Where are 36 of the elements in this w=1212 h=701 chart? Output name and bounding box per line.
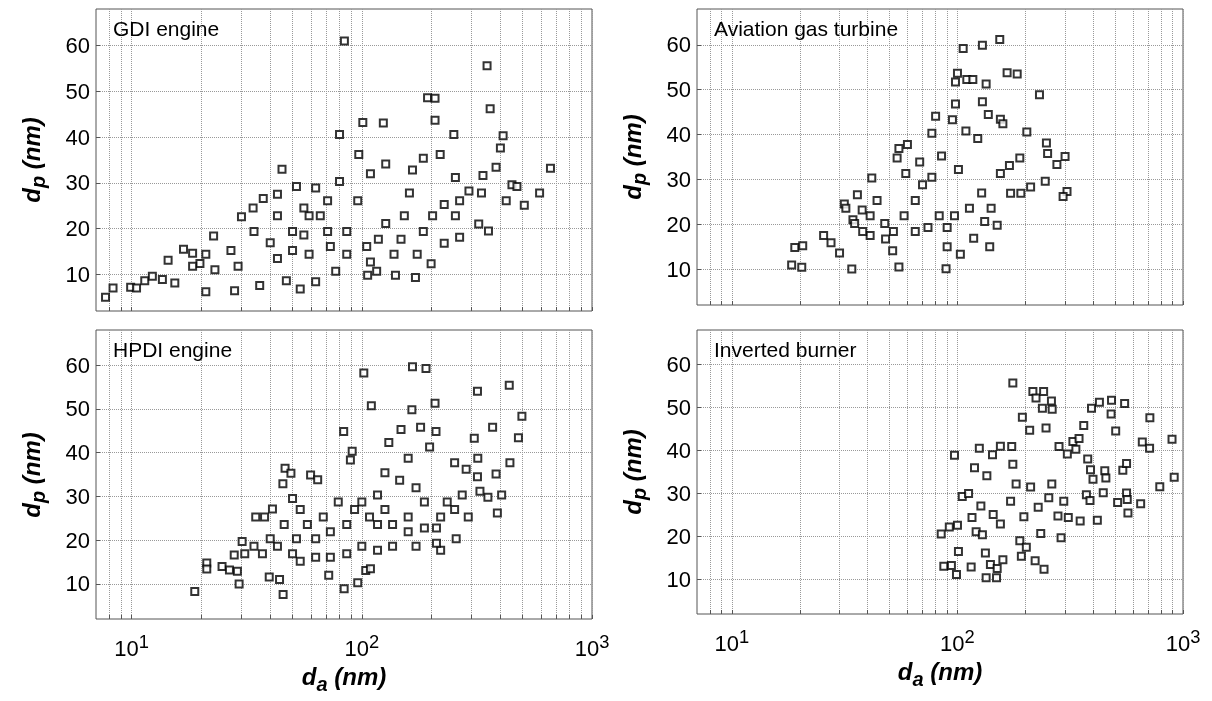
y-tick-label: 30 [666,166,691,192]
y-tick-label: 50 [65,78,90,104]
y-tick-label: 20 [666,524,691,550]
y-tick-label: 50 [666,394,691,420]
y-tick-label: 20 [65,216,90,242]
y-tick-label: 40 [666,437,691,463]
x-axis-title: d$_{a}$ (nm) [897,658,983,690]
y-tick-label: 60 [65,352,90,378]
y-tick-label: 10 [666,567,691,593]
chart-title: GDI engine [113,17,220,40]
y-tick-label: 20 [65,527,90,553]
y-tick-label: 40 [666,122,691,148]
x-tick-label: 10$^{3}$ [574,631,610,662]
y-tick-label: 60 [666,351,691,377]
y-tick-label: 60 [65,33,90,59]
y-tick-label: 10 [666,256,691,282]
y-tick-label: 50 [666,77,691,103]
x-tick-label: 10$^{1}$ [114,631,149,662]
y-tick-label: 10 [65,261,90,287]
x-tick-label: 10$^{1}$ [714,626,750,657]
y-tick-label: 30 [65,170,90,196]
chart-title: Inverted burner [714,338,857,361]
y-tick-label: 60 [666,32,691,58]
y-tick-label: 40 [65,124,90,150]
x-axis-title: d$_{a}$ (nm) [301,663,387,695]
y-tick-label: 40 [65,440,90,466]
y-tick-label: 30 [65,483,90,509]
chart-title: Aviation gas turbine [714,17,899,40]
y-tick-label: 10 [65,571,90,597]
x-tick-label: 10$^{3}$ [1165,626,1201,657]
y-tick-label: 20 [666,211,691,237]
chart-title: HPDI engine [113,338,233,361]
x-tick-label: 10$^{2}$ [344,631,380,662]
y-tick-label: 30 [666,481,691,507]
x-tick-label: 10$^{2}$ [940,626,975,657]
y-tick-label: 50 [65,396,90,422]
